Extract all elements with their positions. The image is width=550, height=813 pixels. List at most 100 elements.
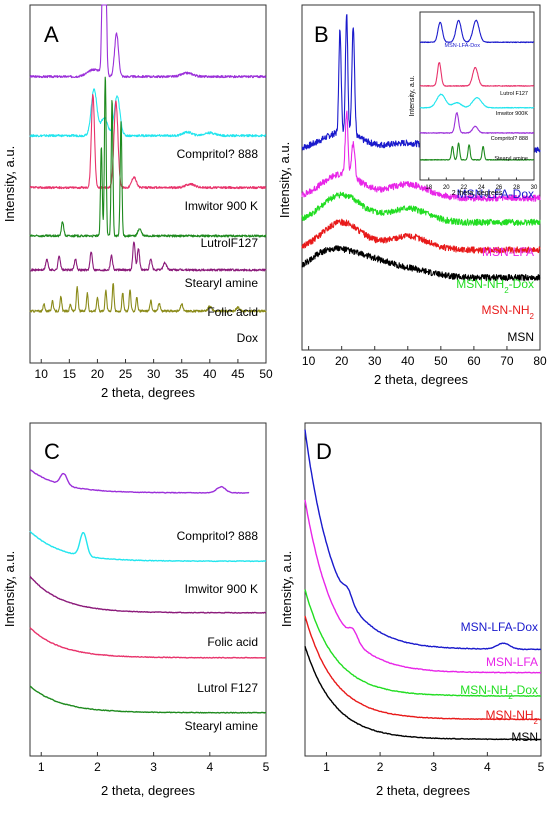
panel-c-frame (29, 422, 267, 757)
panel-d-ylabel: Intensity, a.u. (279, 551, 294, 627)
panel-a-series-label-folic: Folic acid (207, 305, 258, 319)
panel-b-x-ticks: 10 20 30 40 50 60 70 80 (302, 346, 547, 368)
panel-d-xlabel: 2 theta, degrees (376, 783, 470, 798)
panel-c-series-label-compritol: Compritol? 888 (177, 529, 259, 543)
panel-d: D 1 2 3 4 5 2 theta, degrees Intensity, a.u.… (279, 422, 545, 798)
panel-a-tick-label-50: 50 (259, 367, 273, 381)
panel-b-inset-line-compritol-888 (419, 112, 535, 134)
panel-b-line-msn (301, 245, 541, 282)
panel-b-tick-label-50: 50 (434, 354, 448, 368)
panel-d-line-msn (304, 646, 542, 741)
panel-b-tick-label-60: 60 (467, 354, 481, 368)
panel-c-tick-label-5: 5 (263, 760, 270, 774)
panel-b-inset-line-stearyl-amine (419, 142, 535, 161)
panel-d-tick-label-1: 1 (323, 760, 330, 774)
panel-c-series-label-stearyl: Stearyl amine (185, 719, 259, 733)
panel-b-inset-line-imwitor-900k (419, 93, 535, 109)
panel-a-tick-label-25: 25 (119, 367, 133, 381)
panel-d-series-label-msn-nh2: MSN-NH2 (486, 708, 539, 726)
panel-c-tick-label-1: 1 (38, 760, 45, 774)
panel-b-series-label-msn: MSN (507, 330, 534, 344)
panel-d-series-label-msn-lfa: MSN-LFA (486, 655, 538, 669)
panel-b-series-label-msn-lfa-dox: MSN-LFA-Dox (457, 187, 534, 201)
panel-a-frame (29, 4, 267, 364)
panel-d-line-msn-nh2-dox (304, 589, 542, 697)
panel-d-series-label-msn-lfa-dox: MSN-LFA-Dox (461, 620, 538, 634)
panel-a-tick-label-15: 15 (63, 367, 77, 381)
panel-c-tick-label-4: 4 (206, 760, 213, 774)
panel-b-inset-tick-label-24: 24 (478, 185, 485, 191)
panel-c-line-compritol-888 (29, 469, 250, 494)
panel-b-line-msn-lfa (301, 110, 541, 202)
panel-d-line-msn-lfa (304, 499, 542, 674)
panel-a-tick-label-30: 30 (147, 367, 161, 381)
panel-d-x-ticks: 1 2 3 4 5 (323, 752, 545, 774)
panel-a-tick-label-45: 45 (231, 367, 245, 381)
panel-a-line-imwitor-900-k (29, 88, 267, 138)
panel-a-series-label-dox: Dox (237, 331, 258, 345)
panel-b-inset-label-imwitor: Imwitor 900K (496, 111, 528, 117)
panel-b-tick-label-40: 40 (401, 354, 415, 368)
panel-a-tick-label-40: 40 (203, 367, 217, 381)
panel-d-series-label-msn: MSN (511, 730, 538, 744)
panel-d-label: D (316, 439, 332, 464)
panel-c-xlabel: 2 theta, degrees (101, 783, 195, 798)
panel-b-inset-traces (419, 19, 535, 161)
panel-b-series-label-msn-nh2: MSN-NH2 (482, 303, 535, 321)
panel-b-inset-tick-label-26: 26 (496, 185, 503, 191)
panel-b-frame (301, 4, 541, 351)
panel-a-line-stearyl-amine (29, 76, 267, 238)
panel-a-line-folic-acid (29, 241, 267, 272)
panel-b-label: B (314, 22, 329, 47)
panel-a-tick-label-35: 35 (175, 367, 189, 381)
panel-b-inset-tick-label-30: 30 (531, 185, 538, 191)
panel-c-tick-label-2: 2 (94, 760, 101, 774)
panel-b-tick-label-80: 80 (533, 354, 547, 368)
panel-c-series-label-imwitor: Imwitor 900 K (185, 582, 258, 596)
panel-a-label: A (44, 22, 59, 47)
panel-b-series-label-msn-nh2-dox: MSN-NH2-Dox (456, 277, 534, 295)
panel-b-tick-label-20: 20 (335, 354, 349, 368)
panel-b-xlabel: 2 theta, degrees (374, 372, 468, 387)
panel-d-tick-label-4: 4 (484, 760, 491, 774)
panel-b-series-label-msn-lfa: MSN-LFA (482, 245, 534, 259)
panel-b-inset-tick-label-22: 22 (461, 185, 468, 191)
panel-d-tick-label-2: 2 (377, 760, 384, 774)
panel-a-series-label-lutrol: LutrolF127 (201, 236, 259, 250)
panel-b-inset-tick-label-28: 28 (513, 185, 520, 191)
panel-c: C 1 2 3 4 5 2 theta, degrees Intensity, a.u.… (2, 422, 270, 798)
panel-b-inset-tick-label-20: 20 (443, 185, 450, 191)
panel-b-ylabel: Intensity, a.u. (277, 142, 292, 218)
panel-b-inset-ylabel: Intensity, a.u. (409, 75, 416, 116)
panel-d-line-msn-nh2 (304, 615, 542, 721)
panel-a-tick-label-10: 10 (35, 367, 49, 381)
panel-c-series-label-lutrol: Lutrol F127 (197, 681, 258, 695)
panel-c-traces (29, 469, 267, 714)
panel-a-tick-label-20: 20 (91, 367, 105, 381)
panel-a-line-lutrolf127 (29, 94, 267, 190)
panel-b-inset-tick-label-18: 18 (425, 185, 432, 191)
panel-d-series-label-msn-nh2-dox: MSN-NH2-Dox (460, 683, 538, 701)
panel-b-inset-x-ticks: 18 20 22 24 26 28 30 (425, 177, 538, 191)
panel-b-inset-label-msn-lfa-dox: MSN-LFA-Dox (445, 43, 481, 49)
panel-a-xlabel: 2 theta, degrees (101, 385, 195, 400)
panel-d-line-msn-lfa-dox (304, 429, 542, 651)
panel-c-ylabel: Intensity, a.u. (2, 551, 17, 627)
panel-a-x-ticks: 10 15 20 25 30 35 40 45 50 (35, 359, 273, 381)
panel-a-series-label-compritol: Compritol? 888 (177, 147, 259, 161)
panel-a-line-compritol-888 (29, 4, 267, 79)
panel-a-traces (29, 4, 267, 313)
panel-c-line-stearyl-amine (29, 685, 267, 714)
panel-a: A 10 15 20 25 30 35 40 45 50 2 theta, degrees In… (2, 4, 273, 400)
panel-b-inset-line-msn-lfa-dox (419, 19, 535, 44)
panel-c-x-ticks: 1 2 3 4 5 (38, 752, 270, 774)
panel-b-inset-xlabel: 2 theta, degrees (452, 190, 503, 197)
panel-b-line-msn-nh2-dox (301, 191, 541, 226)
panel-a-series-label-imwitor: Imwitor 900 K (185, 199, 258, 213)
panel-b-inset-label-compritol: Compritol? 888 (491, 136, 528, 142)
panel-b-inset-label-lutrol: Lutrol F127 (500, 91, 528, 97)
panel-b-tick-label-10: 10 (302, 354, 316, 368)
panel-b-tick-label-30: 30 (368, 354, 382, 368)
panel-c-line-imwitor-900-k (29, 530, 267, 563)
